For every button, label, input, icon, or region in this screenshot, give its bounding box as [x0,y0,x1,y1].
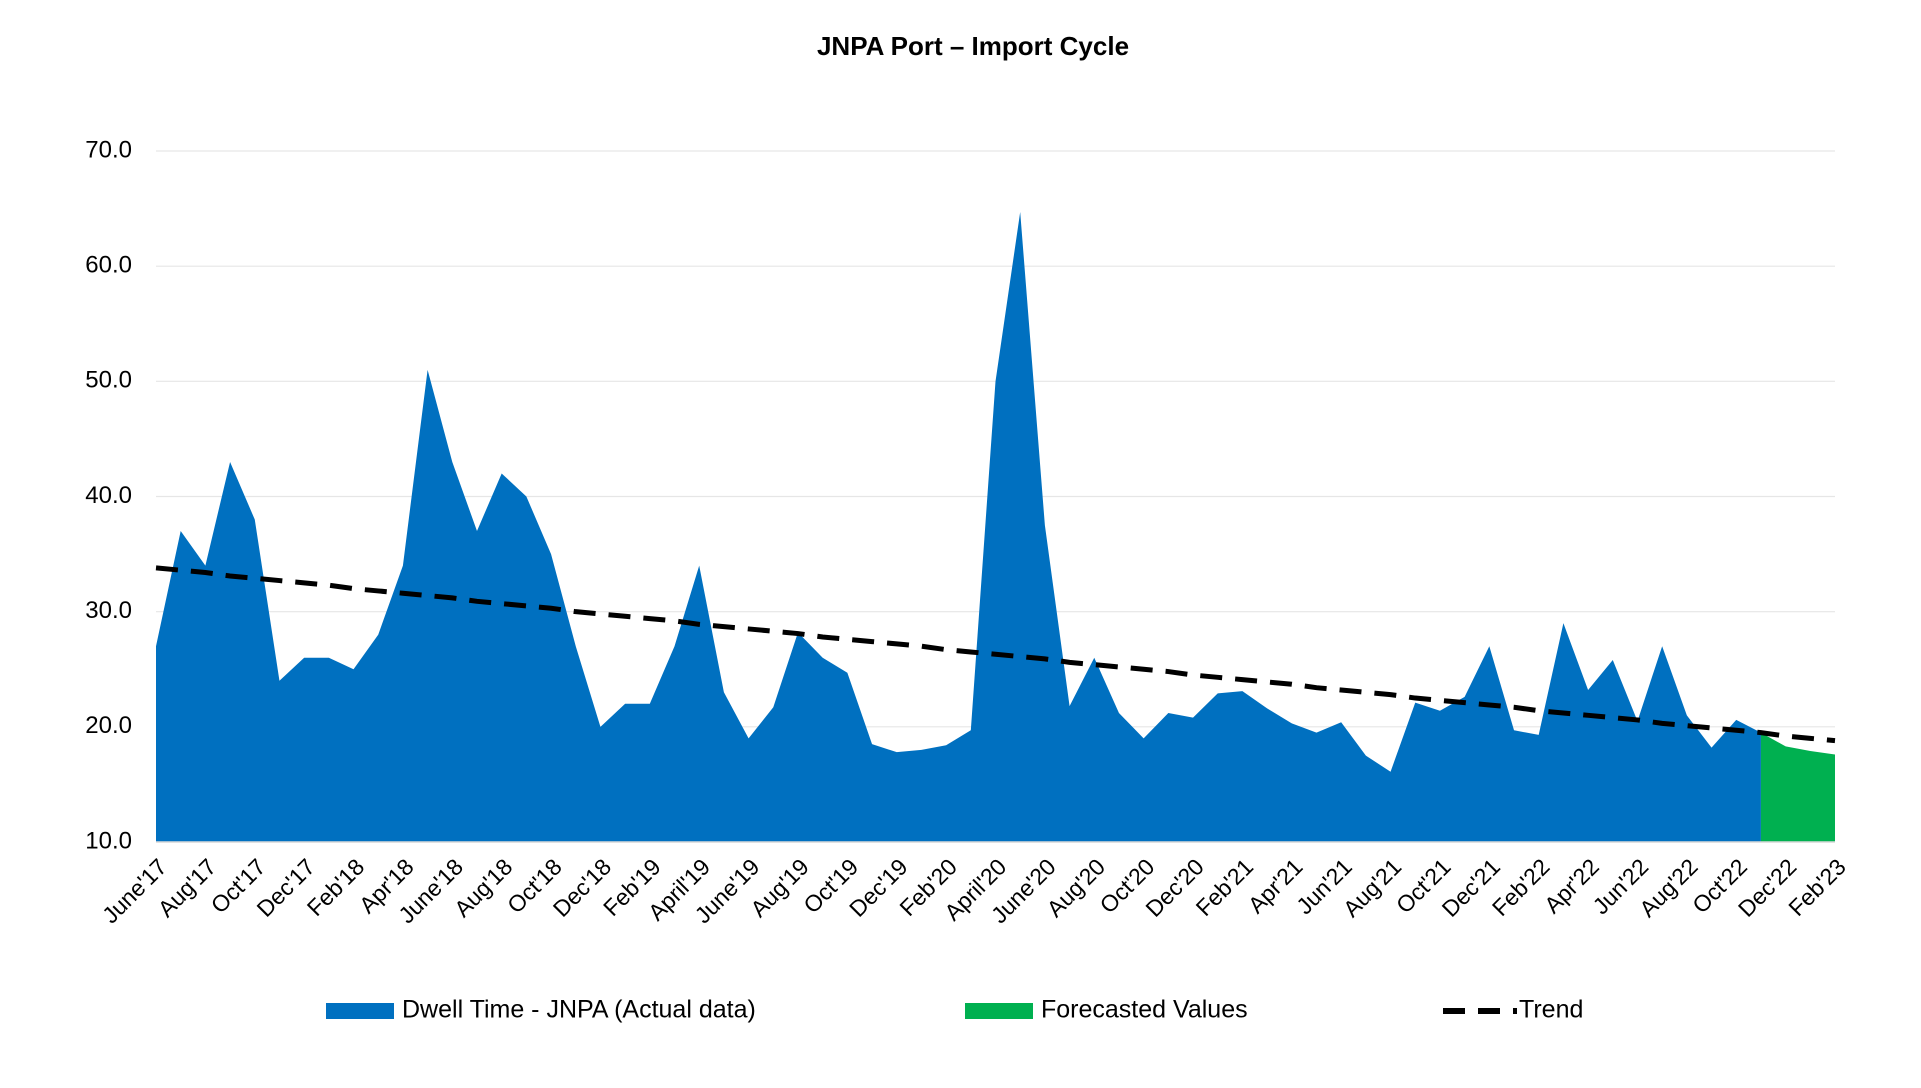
legend-swatch [965,1003,1033,1019]
y-tick-label: 30.0 [85,597,132,624]
y-tick-label: 40.0 [85,482,132,509]
legend-label: Dwell Time - JNPA (Actual data) [402,996,756,1024]
y-tick-label: 60.0 [85,252,132,279]
y-tick-label: 10.0 [85,827,132,854]
legend-swatch [326,1003,394,1019]
trend-line [155,565,1836,744]
legend-label: Forecasted Values [1041,996,1248,1024]
area [156,212,1761,842]
legend-label: Trend [1519,996,1583,1024]
y-tick-label: 50.0 [85,367,132,394]
chart-title: JNPA Port – Import Cycle [817,31,1129,61]
y-tick-label: 20.0 [85,712,132,739]
area [1760,732,1835,842]
y-tick-label: 70.0 [85,136,132,163]
